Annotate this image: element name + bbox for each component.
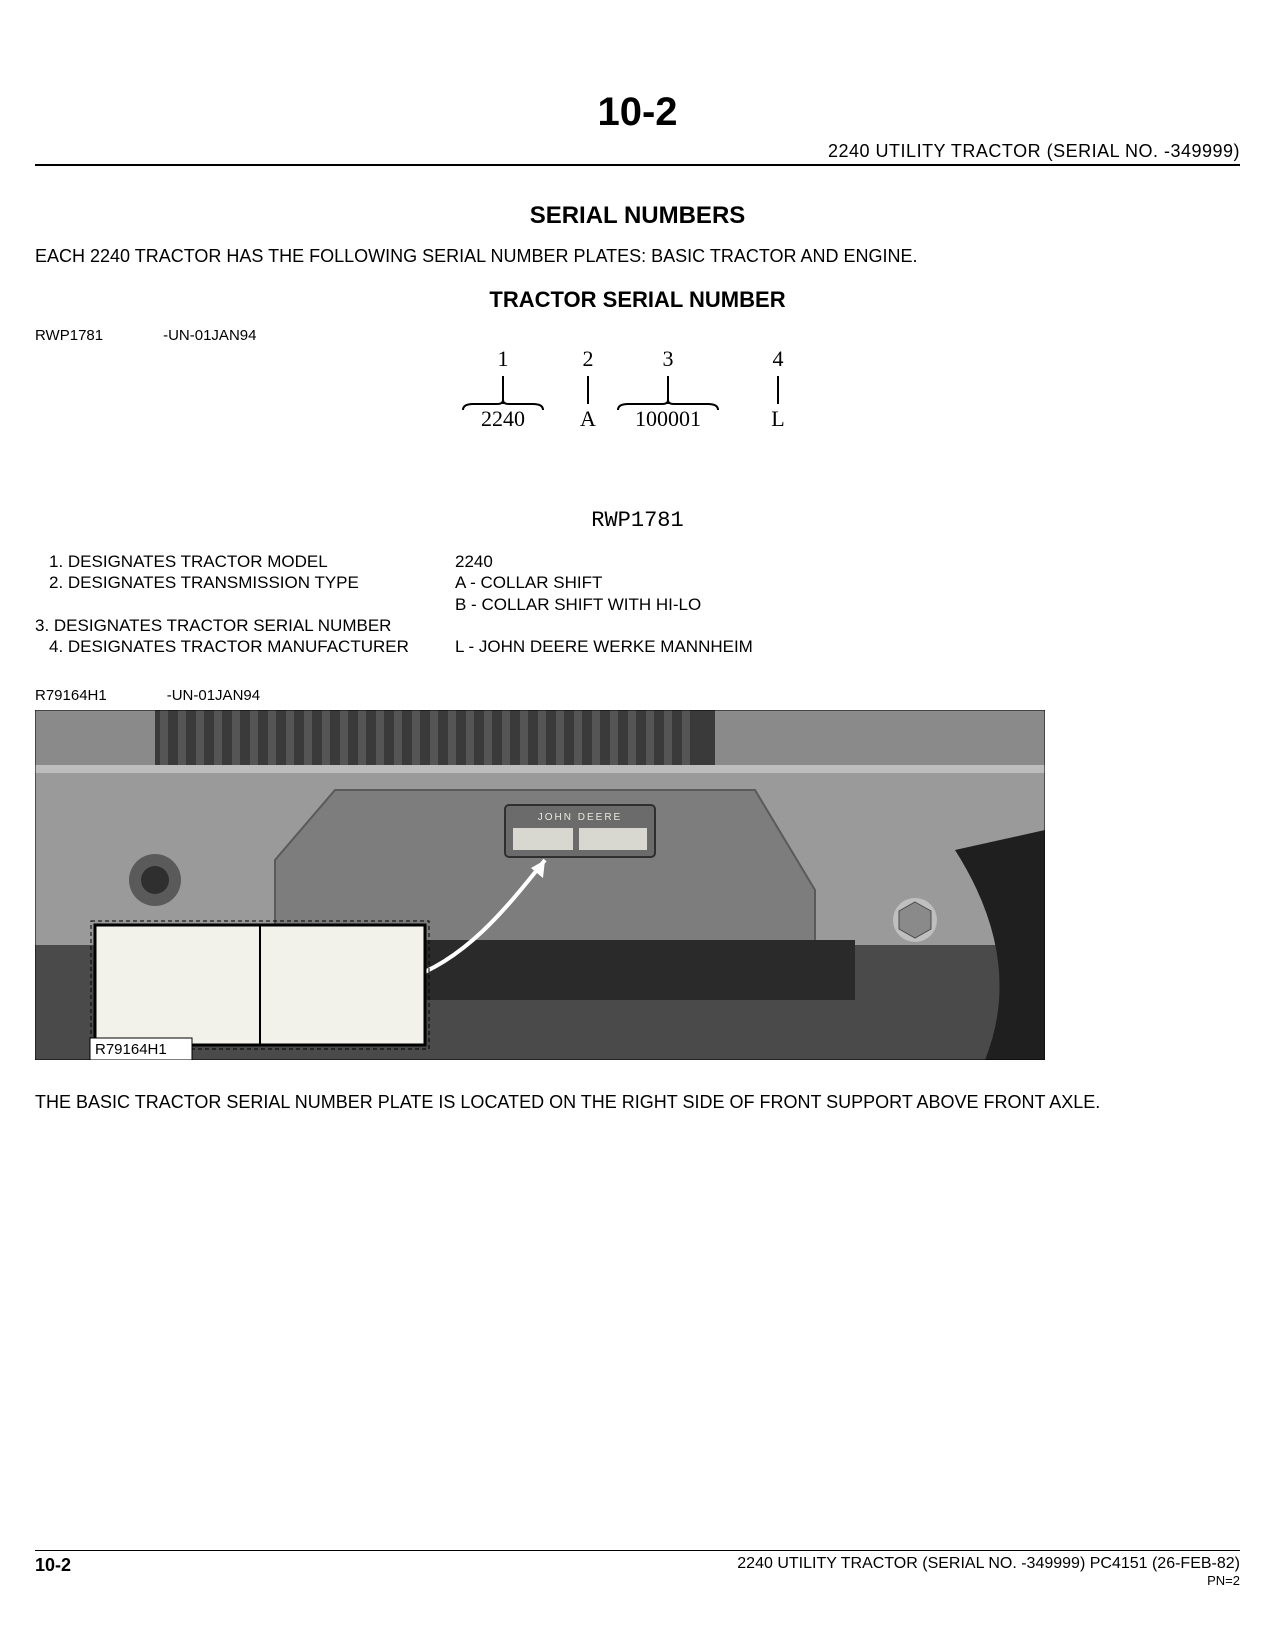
footer-pn: PN=2 bbox=[737, 1573, 1240, 1588]
ref2-code: R79164H1 bbox=[35, 687, 107, 704]
svg-text:A: A bbox=[580, 406, 596, 431]
tractor-photo-container: JOHN DEERE R79164H1 bbox=[35, 710, 1240, 1065]
sub-title: TRACTOR SERIAL NUMBER bbox=[35, 287, 1240, 313]
designation-value: L - JOHN DEERE WERKE MANNHEIM bbox=[455, 636, 753, 657]
svg-text:L: L bbox=[771, 406, 784, 431]
svg-text:R79164H1: R79164H1 bbox=[95, 1041, 167, 1058]
designation-row: 1. DESIGNATES TRACTOR MODEL2240 bbox=[35, 551, 1240, 572]
svg-text:2: 2 bbox=[582, 348, 593, 371]
designation-label: 1. DESIGNATES TRACTOR MODEL bbox=[35, 551, 455, 572]
section-title: SERIAL NUMBERS bbox=[35, 202, 1240, 230]
diagram-code-label: RWP1781 bbox=[35, 508, 1240, 533]
svg-text:2240: 2240 bbox=[481, 406, 525, 431]
designation-row: B - COLLAR SHIFT WITH HI-LO bbox=[35, 594, 1240, 615]
header-rule: 2240 UTILITY TRACTOR (SERIAL NO. -349999… bbox=[35, 141, 1240, 166]
svg-text:JOHN DEERE: JOHN DEERE bbox=[538, 812, 622, 823]
footer-right-main: 2240 UTILITY TRACTOR (SERIAL NO. -349999… bbox=[737, 1555, 1240, 1573]
svg-text:3: 3 bbox=[662, 348, 673, 371]
ref2-date: -UN-01JAN94 bbox=[167, 687, 260, 704]
tractor-photo-illustration: JOHN DEERE R79164H1 bbox=[35, 710, 1045, 1060]
designation-row: 3. DESIGNATES TRACTOR SERIAL NUMBER bbox=[35, 615, 1240, 636]
designation-label bbox=[35, 594, 455, 615]
page-footer: 10-2 2240 UTILITY TRACTOR (SERIAL NO. -3… bbox=[35, 1550, 1240, 1588]
footer-right: 2240 UTILITY TRACTOR (SERIAL NO. -349999… bbox=[737, 1555, 1240, 1588]
header-right-text: 2240 UTILITY TRACTOR (SERIAL NO. -349999… bbox=[828, 141, 1240, 162]
designation-row: 4. DESIGNATES TRACTOR MANUFACTURERL - JO… bbox=[35, 636, 1240, 657]
plate-location-text: THE BASIC TRACTOR SERIAL NUMBER PLATE IS… bbox=[35, 1091, 1240, 1114]
designation-label: 4. DESIGNATES TRACTOR MANUFACTURER bbox=[35, 636, 455, 657]
designation-value: A - COLLAR SHIFT bbox=[455, 572, 602, 593]
designation-value: 2240 bbox=[455, 551, 493, 572]
designation-label: 3. DESIGNATES TRACTOR SERIAL NUMBER bbox=[35, 615, 455, 636]
designation-label: 2. DESIGNATES TRANSMISSION TYPE bbox=[35, 572, 455, 593]
svg-text:100001: 100001 bbox=[635, 406, 701, 431]
reference-row-2: R79164H1 -UN-01JAN94 bbox=[35, 687, 1240, 704]
intro-text: EACH 2240 TRACTOR HAS THE FOLLOWING SERI… bbox=[35, 246, 1240, 267]
ref1-code: RWP1781 bbox=[35, 327, 103, 344]
designation-row: 2. DESIGNATES TRANSMISSION TYPEA - COLLA… bbox=[35, 572, 1240, 593]
designations-list: 1. DESIGNATES TRACTOR MODEL22402. DESIGN… bbox=[35, 551, 1240, 657]
ref1-date: -UN-01JAN94 bbox=[163, 327, 256, 344]
designation-value: B - COLLAR SHIFT WITH HI-LO bbox=[455, 594, 701, 615]
page-number-top: 10-2 bbox=[35, 90, 1240, 135]
reference-row-1: RWP1781 -UN-01JAN94 bbox=[35, 327, 1240, 344]
svg-text:1: 1 bbox=[497, 348, 508, 371]
svg-text:4: 4 bbox=[772, 348, 783, 371]
serial-number-diagram: 1 2240 2 A 3 100001 4 L bbox=[458, 348, 818, 438]
footer-left: 10-2 bbox=[35, 1555, 71, 1588]
